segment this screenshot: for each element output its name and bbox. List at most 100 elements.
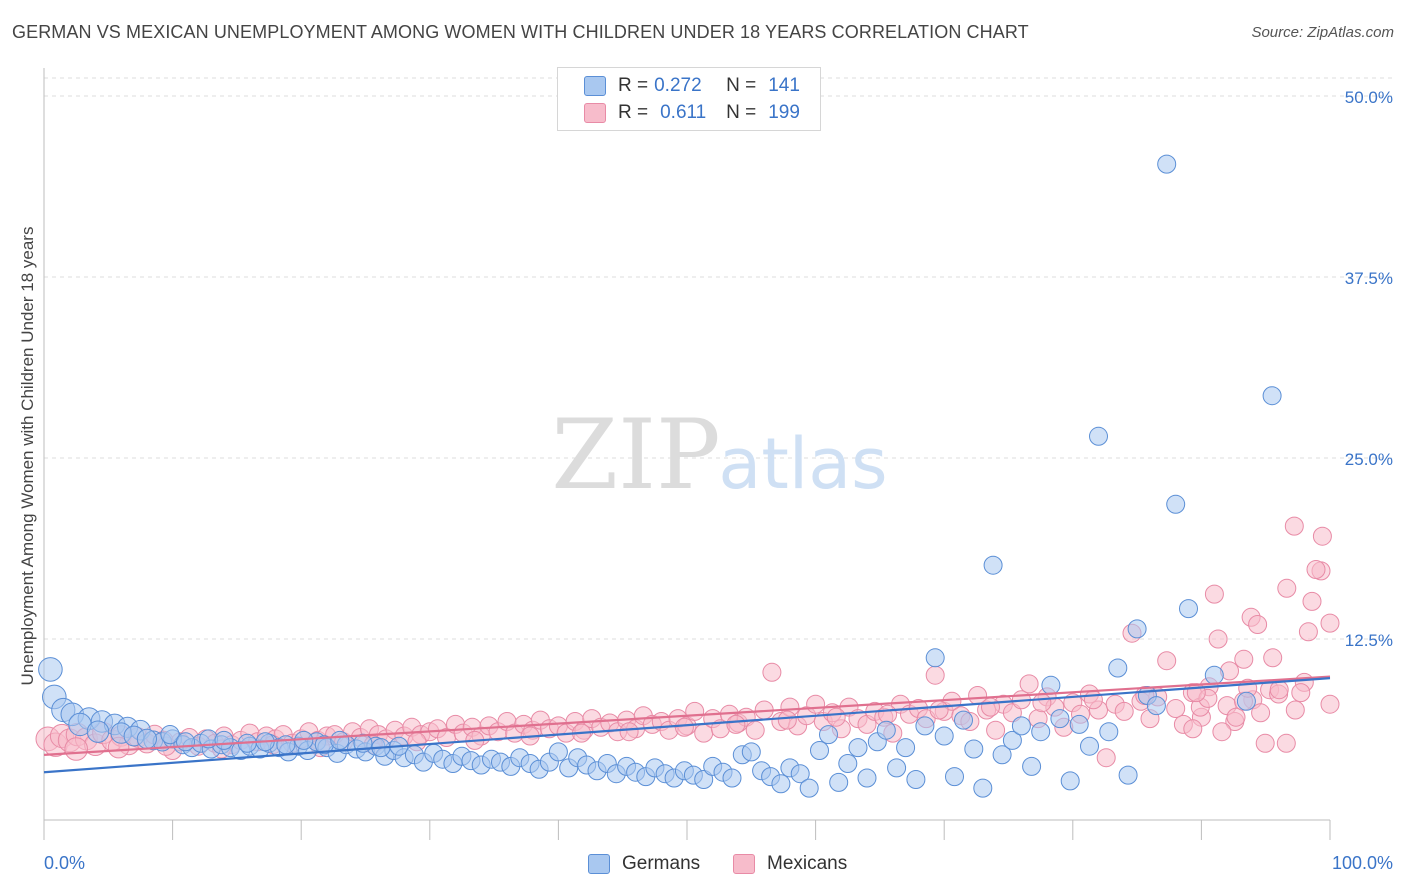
germans-point-71 [741, 742, 761, 762]
germans-point-104 [1060, 771, 1080, 791]
mexicans-point-170 [1320, 613, 1340, 633]
correlation-legend: R = 0.272 N = 141 R = 0.611 N = 199 [557, 67, 821, 131]
germans-point-96 [983, 555, 1003, 575]
mexicans-point-186 [826, 707, 846, 727]
germans-point-93 [954, 710, 973, 730]
mexicans-point-131 [1157, 651, 1177, 671]
r-label: R = [618, 102, 649, 123]
germans-point-109 [1108, 658, 1128, 678]
mexicans-point-113 [1002, 703, 1022, 723]
mexicans-n-value: 199 [768, 102, 800, 123]
x-tick-label-1: 100.0% [1332, 853, 1393, 873]
mexicans-point-83 [745, 720, 765, 740]
watermark-zip: ZIP [551, 399, 720, 511]
germans-point-131 [276, 735, 296, 755]
germans-point-85 [876, 720, 896, 740]
y-tick-label-3: 50.0% [1345, 88, 1393, 107]
germans-point-124 [136, 728, 157, 750]
chart-title: GERMAN VS MEXICAN UNEMPLOYMENT AMONG WOM… [12, 22, 1029, 42]
mexicans-point-155 [1212, 722, 1232, 742]
germans-point-108 [1099, 722, 1119, 742]
legend-row-germans[interactable]: R = 0.272 N = 141 [584, 74, 800, 98]
mexicans-point-185 [777, 710, 797, 730]
mexicans-point-76 [685, 701, 705, 721]
mexicans-point-148 [1302, 591, 1322, 611]
germans-trend-line [43, 676, 1331, 774]
mexicans-point-85 [762, 662, 782, 682]
x-tick-label-0: 0.0% [44, 853, 85, 873]
germans-point-107 [1089, 426, 1108, 446]
mexicans-point-137 [1208, 629, 1228, 649]
mexicans-swatch [584, 103, 606, 123]
mexicans-point-191 [1083, 690, 1103, 710]
mexicans-point-189 [981, 697, 1000, 717]
germans-point-92 [945, 767, 964, 787]
germans-point-76 [790, 764, 810, 784]
germans-point-69 [722, 768, 742, 788]
n-label: N = [726, 102, 757, 123]
germans-n-value: 141 [768, 75, 800, 96]
mexicans-point-126 [1114, 701, 1134, 721]
germans-point-74 [771, 774, 791, 794]
watermark-atlas: atlas [718, 423, 887, 505]
germans-point-66 [694, 770, 714, 789]
mexicans-point-90 [806, 694, 826, 714]
germans-point-113 [1146, 696, 1166, 716]
germans-point-98 [1002, 730, 1022, 750]
y-tick-label-0: 12.5% [1345, 631, 1393, 650]
germans-point-83 [857, 768, 877, 788]
mexicans-point-168 [1306, 560, 1326, 579]
germans-point-87 [896, 738, 916, 758]
germans-point-51 [548, 742, 568, 762]
mexicans-r-value: 0.611 [660, 102, 707, 123]
germans-point-111 [1127, 619, 1147, 639]
trend-lines [43, 675, 1331, 774]
y-tick-label-1: 25.0% [1345, 450, 1393, 469]
mexicans-point-146 [1285, 700, 1305, 720]
germans-point-116 [1179, 599, 1198, 619]
germans-point-91 [934, 726, 954, 746]
germans-point-100 [1022, 756, 1042, 776]
mexicans-point-157 [1226, 707, 1246, 727]
germans-point-78 [810, 741, 829, 760]
germans-r-value: 0.272 [654, 75, 702, 96]
bottom-legend-mexicans[interactable]: Mexicans [733, 852, 847, 876]
mexicans-point-124 [1096, 748, 1116, 768]
mexicans-swatch [733, 854, 755, 874]
bottom-legend-germans[interactable]: Germans [588, 852, 700, 876]
grid-lines [44, 77, 1394, 640]
germans-point-77 [799, 778, 819, 798]
mexicans-point-188 [929, 700, 949, 720]
germans-point-89 [915, 716, 935, 736]
germans-point-90 [925, 648, 945, 668]
mexicans-point-182 [619, 722, 639, 742]
mexicans-point-142 [1251, 703, 1271, 723]
germans-point-105 [1069, 714, 1089, 734]
mexicans-point-171 [64, 737, 88, 761]
germans-swatch [584, 76, 606, 96]
germans-point-80 [829, 772, 849, 792]
germans-point-86 [887, 758, 907, 778]
mexicans-point-104 [925, 665, 945, 685]
germans-point-95 [973, 778, 993, 798]
germans-point-99 [1011, 716, 1031, 736]
source-credit: Source: ZipAtlas.com [1251, 24, 1394, 41]
mexicans-point-145 [1276, 733, 1296, 753]
mexicans-point-151 [1183, 719, 1203, 739]
germans-point-126 [176, 732, 195, 752]
y-tick-labels: 12.5% 25.0% 37.5% 50.0% [1345, 88, 1393, 650]
germans-point-117 [1204, 665, 1224, 685]
mexicans-point-161 [1255, 733, 1275, 753]
mexicans-point-184 [726, 714, 746, 734]
mexicans-point-166 [1291, 683, 1311, 703]
germans-point-119 [1262, 386, 1282, 406]
mexicans-point-169 [1312, 526, 1332, 546]
mexicans-point-115 [1019, 674, 1039, 694]
legend-row-mexicans[interactable]: R = 0.611 N = 199 [584, 101, 800, 125]
mexicans-point-154 [1204, 584, 1224, 604]
mexicans-point-165 [1284, 516, 1304, 536]
germans-point-102 [1041, 675, 1061, 695]
germans-point-118 [1236, 691, 1256, 711]
y-tick-label-2: 37.5% [1345, 269, 1393, 288]
